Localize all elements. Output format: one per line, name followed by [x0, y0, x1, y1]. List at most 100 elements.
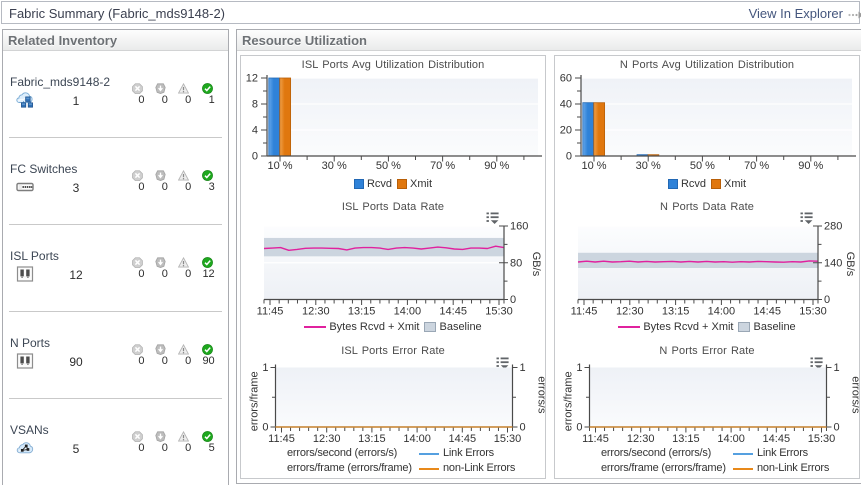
chart-legend-row-nports-err-1: errors/frame (errors/frame) non-Link Erro…: [555, 462, 859, 476]
chart-box-n-ports: N Ports Avg Utilization Distribution 0 20…: [554, 55, 860, 479]
warning-status-count[interactable]: 0: [185, 268, 192, 280]
svg-text:13:15: 13:15: [672, 433, 700, 445]
chart-plot-isl-rate: 0 80 160 GB/s 11:45 12:30 13:15 14:00 14:45 15:30: [257, 221, 542, 318]
blackout-status-count[interactable]: 0: [161, 94, 168, 106]
down-status-count[interactable]: 0: [138, 268, 145, 280]
warning-status-icon-svg: [178, 430, 190, 442]
svg-text:12:30: 12:30: [302, 306, 330, 318]
down-status-count[interactable]: 0: [138, 442, 145, 454]
chart-box-isl-ports: ISL Ports Avg Utilization Distribution 0…: [240, 55, 546, 479]
status-cell-blackout: 0: [146, 168, 169, 193]
warning-status-icon: [178, 81, 190, 94]
down-status-count[interactable]: 0: [138, 181, 145, 193]
xmit-legend-swatch: [711, 179, 722, 189]
page-title: Fabric Summary (Fabric_mds9148-2): [9, 6, 226, 21]
table-view-icon[interactable]: [496, 356, 510, 370]
down-status-count[interactable]: 0: [138, 94, 145, 106]
warning-status-count[interactable]: 0: [185, 94, 192, 106]
chart-legend-nports-rate: Bytes Rcvd + Xmit Baseline: [555, 321, 859, 333]
svg-text:14:45: 14:45: [439, 306, 467, 318]
blackout-status-count[interactable]: 0: [161, 442, 168, 454]
blackout-status-count[interactable]: 0: [161, 181, 168, 193]
legend-series-label: Link Errors: [757, 447, 808, 459]
up-status-count[interactable]: 3: [208, 181, 215, 193]
blackout-status-icon-svg: [155, 83, 166, 95]
up-status-count[interactable]: 1: [208, 94, 215, 106]
inventory-item-label[interactable]: FC Switches: [10, 162, 78, 176]
svg-text:0: 0: [834, 422, 840, 434]
svg-text:12:30: 12:30: [627, 433, 655, 445]
item-separator: [9, 311, 222, 312]
blackout-status-count[interactable]: 0: [161, 355, 168, 367]
down-status-count[interactable]: 0: [138, 355, 145, 367]
item-separator: [9, 224, 222, 225]
legend-label: Bytes Rcvd + Xmit: [643, 321, 734, 333]
status-cell-up: 1: [193, 81, 216, 106]
legend-axis-label: errors/second (errors/s): [287, 447, 398, 459]
blackout-status-icon-svg: [155, 170, 166, 182]
down-status-icon-svg: [131, 344, 143, 356]
svg-text:1: 1: [834, 362, 840, 374]
status-cell-up: 90: [193, 342, 216, 367]
chart-legend-nports-util: Rcvd Xmit: [555, 178, 859, 190]
up-status-count[interactable]: 12: [202, 268, 215, 280]
chart-title-isl-err: ISL Ports Error Rate: [341, 345, 445, 357]
blackout-status-icon: [155, 81, 166, 95]
warning-status-count[interactable]: 0: [185, 355, 192, 367]
svg-text:10 %: 10 %: [267, 160, 292, 172]
chart-legend-row-isl-err-0: errors/second (errors/s) Link Errors: [241, 447, 545, 461]
svg-text:0: 0: [520, 422, 526, 434]
warning-status-count[interactable]: 0: [185, 442, 192, 454]
svg-text:8: 8: [252, 99, 258, 111]
chart-plot-nports-rate: 0 140 280 GB/s 11:45 12:30 13:15 14:00 14:45 15:3…: [571, 221, 856, 318]
table-view-icon[interactable]: [800, 211, 814, 225]
svg-text:12:30: 12:30: [313, 433, 341, 445]
xmit-legend-swatch: [397, 179, 408, 189]
svg-text:0: 0: [252, 151, 258, 163]
inventory-item-vsans: VSANs 5 0 0 0 5: [3, 399, 228, 485]
status-cell-down: 0: [123, 255, 146, 280]
down-status-icon: [131, 81, 143, 95]
svg-text:errors/s: errors/s: [850, 376, 860, 414]
inventory-item-count: 1: [72, 94, 80, 108]
status-cell-warning: 0: [169, 255, 192, 280]
down-status-icon: [131, 255, 143, 269]
svg-text:errors/frame: errors/frame: [249, 371, 261, 431]
inventory-item-label[interactable]: ISL Ports: [10, 249, 59, 263]
svg-text:GB/s: GB/s: [530, 252, 542, 277]
svg-text:30 %: 30 %: [322, 160, 347, 172]
inventory-item-label[interactable]: N Ports: [10, 336, 51, 350]
view-in-explorer-link[interactable]: View In Explorer: [748, 6, 843, 21]
table-view-icon-svg: [496, 357, 509, 369]
legend-label: Bytes Rcvd + Xmit: [329, 321, 420, 333]
warning-status-icon-svg: [178, 343, 190, 355]
svg-text:0: 0: [576, 422, 582, 434]
vsan-icon: [16, 439, 34, 457]
up-status-count[interactable]: 5: [208, 442, 215, 454]
legend-series-label: Link Errors: [443, 447, 494, 459]
port-icon: [16, 352, 34, 370]
inventory-item-label[interactable]: VSANs: [10, 423, 49, 437]
warning-status-icon-svg: [178, 256, 190, 268]
svg-text:13:15: 13:15: [662, 306, 690, 318]
related-inventory-header: Related Inventory: [3, 30, 228, 51]
up-status-icon-svg: [201, 431, 213, 442]
svg-text:10 %: 10 %: [581, 160, 606, 172]
warning-status-icon-svg: [178, 82, 190, 94]
svg-text:0: 0: [510, 294, 516, 306]
svg-text:15:30: 15:30: [485, 306, 513, 318]
blackout-status-icon: [155, 255, 166, 269]
blackout-status-count[interactable]: 0: [161, 268, 168, 280]
inventory-item-label[interactable]: Fabric_mds9148-2: [10, 75, 111, 89]
svg-text:11:45: 11:45: [582, 433, 609, 445]
table-view-icon[interactable]: [810, 356, 824, 370]
svg-text:1: 1: [520, 362, 526, 374]
up-status-count[interactable]: 90: [202, 355, 215, 367]
table-view-icon[interactable]: [486, 211, 500, 225]
blackout-status-icon-svg: [155, 344, 166, 356]
status-cell-down: 0: [123, 429, 146, 454]
svg-text:11:45: 11:45: [257, 306, 284, 318]
warning-status-count[interactable]: 0: [185, 181, 192, 193]
explorer-arrow-icon[interactable]: [848, 8, 861, 20]
